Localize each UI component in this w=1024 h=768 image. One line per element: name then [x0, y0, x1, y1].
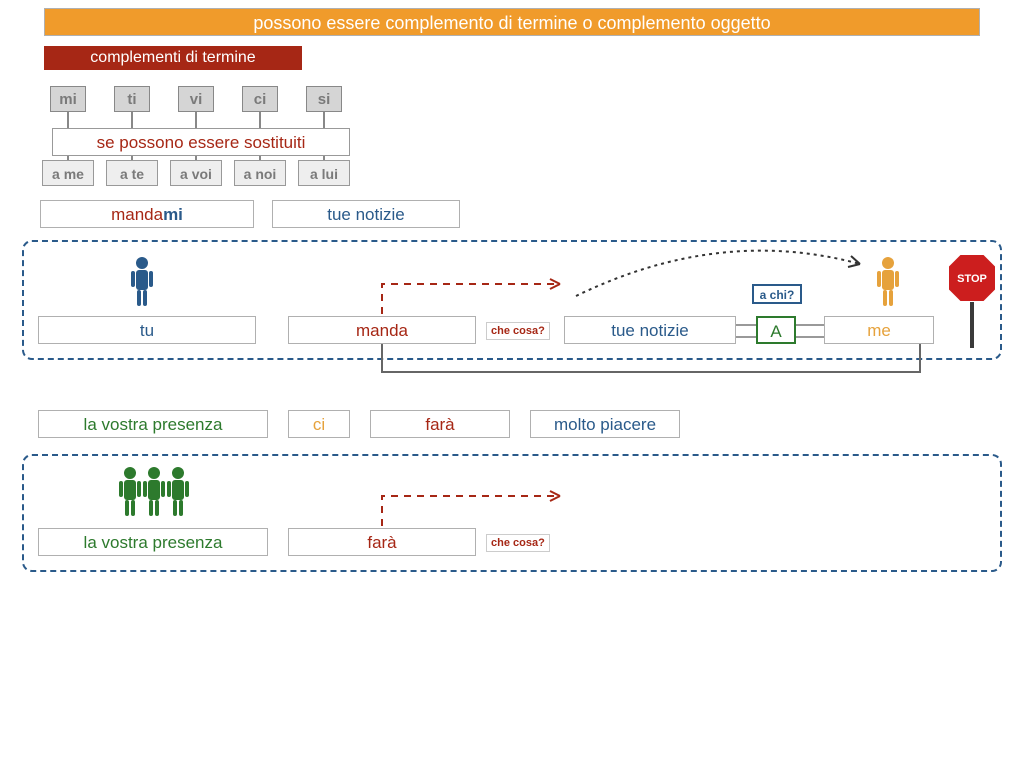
- sub-alui: a lui: [298, 160, 350, 186]
- conn: [131, 112, 133, 128]
- pron-ti: ti: [114, 86, 150, 112]
- conn-a-left-bot: [736, 336, 756, 338]
- manda-box: manda: [288, 316, 476, 344]
- conn: [67, 112, 69, 128]
- svg-text:STOP: STOP: [957, 273, 987, 285]
- mandami-box: mandami: [40, 200, 254, 228]
- sub-ame: a me: [42, 160, 94, 186]
- conn: [195, 112, 197, 128]
- che-cosa-1: che cosa?: [486, 322, 550, 340]
- dashed-arrow-2: [380, 490, 580, 530]
- sub-anoi: a noi: [234, 160, 286, 186]
- stop-sign-icon: STOP: [944, 248, 1000, 348]
- fara-box-1: farà: [370, 410, 510, 438]
- che-cosa-2: che cosa?: [486, 534, 550, 552]
- pron-vi: vi: [178, 86, 214, 112]
- conn-a-left-top: [736, 324, 756, 326]
- tue-notizie-box: tue notizie: [272, 200, 460, 228]
- a-box: A: [756, 316, 796, 344]
- dotted-arc-arrow: [570, 246, 880, 306]
- compl-header: complementi di termine: [44, 46, 302, 70]
- dashed-arrow-1: [380, 278, 580, 318]
- presenza-box-1: la vostra presenza: [38, 410, 268, 438]
- sub-ate: a te: [106, 160, 158, 186]
- pron-ci: ci: [242, 86, 278, 112]
- me-box: me: [824, 316, 934, 344]
- main-banner: possono essere complemento di termine o …: [44, 8, 980, 36]
- bracket-line: [380, 344, 930, 384]
- mi-part: mi: [163, 205, 183, 224]
- pron-mi: mi: [50, 86, 86, 112]
- tu-box: tu: [38, 316, 256, 344]
- tue-notizie-mid: tue notizie: [564, 316, 736, 344]
- sostituiti-box: se possono essere sostituiti: [52, 128, 350, 156]
- conn-a-right-top: [796, 324, 824, 326]
- pron-si: si: [306, 86, 342, 112]
- conn: [323, 112, 325, 128]
- people-green-icon: [118, 466, 190, 520]
- ci-box: ci: [288, 410, 350, 438]
- conn: [259, 112, 261, 128]
- sub-avoi: a voi: [170, 160, 222, 186]
- conn-a-right-bot: [796, 336, 824, 338]
- manda-part: manda: [111, 205, 163, 224]
- fara-box-2: farà: [288, 528, 476, 556]
- person-blue-icon: [128, 256, 156, 308]
- molto-box: molto piacere: [530, 410, 680, 438]
- presenza-box-2: la vostra presenza: [38, 528, 268, 556]
